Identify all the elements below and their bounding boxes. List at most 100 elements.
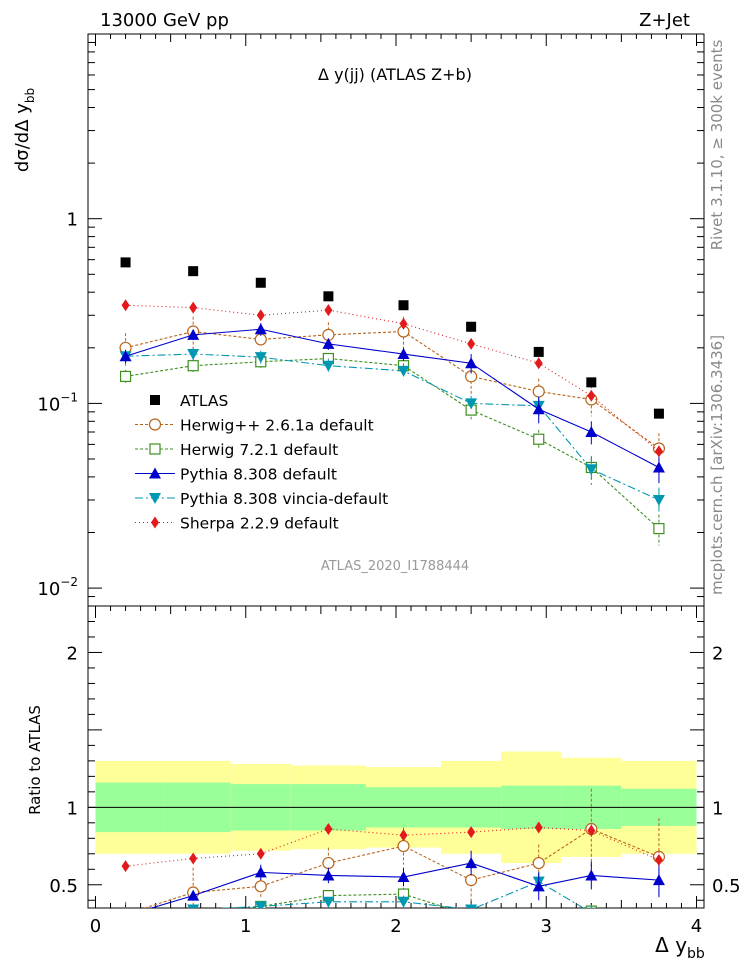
data-point	[586, 377, 597, 388]
x-tick-label: 4	[691, 916, 702, 937]
ratio-point	[397, 839, 410, 853]
data-point	[652, 494, 665, 506]
data-point	[532, 403, 545, 415]
tick-exponent: −2	[60, 575, 78, 589]
data-point	[254, 323, 267, 335]
legend: ATLAS Herwig++ 2.6.1a default Herwig 7.2.1…	[135, 392, 388, 533]
legend-marker	[151, 516, 159, 529]
data-point	[255, 277, 266, 288]
ratio-point	[322, 856, 335, 870]
tick-exponent: −1	[60, 390, 78, 404]
series-sherpa-2-2-9-default	[121, 299, 663, 458]
ratio-point	[532, 856, 545, 870]
ratio-point	[585, 907, 598, 908]
ratio-point	[652, 874, 665, 886]
ratio-point	[254, 866, 267, 878]
legend-label: Pythia 8.308 default	[180, 466, 337, 484]
ratio-y-axis-label: Ratio to ATLAS	[26, 705, 44, 815]
ratio-point	[654, 853, 663, 866]
energy-label: 13000 GeV pp	[100, 10, 229, 31]
ratio-point	[187, 904, 200, 908]
data-point	[121, 299, 130, 312]
legend-marker	[149, 467, 161, 479]
mcplots-label: mcplots.cern.ch [arXiv:1306.3436]	[708, 335, 726, 595]
data-point	[254, 352, 267, 364]
ratio-point	[465, 857, 478, 869]
x-axis-label: Δ ybb	[655, 933, 705, 962]
data-point	[585, 464, 598, 476]
plot-title: Δ y(jj) (ATLAS Z+b)	[318, 65, 472, 84]
data-point	[653, 522, 665, 535]
data-point	[119, 370, 132, 383]
data-point	[653, 408, 664, 419]
legend-label: Pythia 8.308 vincia-default	[180, 490, 388, 508]
data-point	[654, 445, 663, 458]
header: 13000 GeV pp Z+Jet	[100, 10, 690, 31]
series-line	[125, 357, 660, 529]
ratio-y-tick-label-left: 0.5	[49, 876, 78, 897]
data-point	[322, 360, 335, 372]
ratio-point	[399, 829, 408, 842]
data-point	[585, 426, 598, 438]
data-point	[533, 346, 544, 357]
ratio-point	[324, 823, 333, 836]
main-series-layer	[119, 257, 666, 546]
ratio-series-layer	[120, 788, 666, 930]
ratio-point	[322, 896, 335, 908]
ratio-y-tick-label-left: 1	[67, 798, 78, 819]
ratio-point	[120, 911, 132, 922]
data-point	[189, 301, 198, 314]
legend-label: Herwig 7.2.1 default	[180, 441, 338, 459]
data-point	[324, 304, 333, 317]
data-point	[397, 348, 410, 360]
data-point	[399, 317, 408, 330]
x-tick-label: 3	[541, 916, 552, 937]
data-point	[467, 337, 476, 350]
ratio-point	[585, 869, 598, 881]
ratio-series-pythia-8-308-default	[149, 850, 665, 908]
data-point	[187, 349, 200, 361]
ratio-point	[121, 860, 130, 873]
data-point	[466, 321, 477, 332]
legend-label: Herwig++ 2.6.1a default	[180, 417, 374, 435]
data-point	[465, 398, 478, 410]
ratio-point	[256, 847, 265, 860]
main-y-axis-label: dσ/dΔ ybb	[12, 88, 37, 172]
legend-label: Sherpa 2.2.9 default	[180, 515, 339, 533]
main-y-tick-label: 10−2	[37, 575, 78, 600]
ratio-point	[121, 920, 131, 930]
data-point	[120, 257, 131, 268]
data-point	[652, 461, 665, 473]
main-y-tick-label: 1	[67, 210, 78, 231]
ratio-point	[322, 869, 335, 881]
legend-marker	[148, 418, 162, 431]
ratio-y-tick-label-right: 2	[712, 643, 723, 664]
data-point	[533, 433, 545, 445]
data-point	[119, 350, 132, 362]
legend-marker	[149, 443, 161, 455]
ratio-axis-ticks: 0.5 0.5 1 1 2 2	[49, 620, 741, 901]
data-point	[256, 309, 265, 322]
data-point	[465, 357, 478, 369]
ratio-point	[120, 909, 131, 920]
ratio-point	[654, 920, 664, 930]
data-point	[587, 389, 596, 402]
axis-label-subscript: bb	[23, 88, 37, 103]
ratio-point	[397, 896, 410, 908]
legend-label: ATLAS	[180, 392, 228, 410]
ratio-point	[653, 918, 665, 929]
ratio-point	[188, 912, 198, 922]
ratio-point	[465, 904, 478, 908]
axis-label-subscript: bb	[687, 946, 705, 962]
main-y-tick-label: 10−1	[37, 390, 78, 415]
ratio-uncertainty-bands	[88, 751, 704, 864]
ratio-point	[187, 889, 200, 901]
data-point	[187, 360, 199, 372]
ratio-point	[465, 874, 478, 887]
ratio-y-tick-label-left: 2	[67, 643, 78, 664]
analysis-id: ATLAS_2020_I1788444	[321, 559, 469, 574]
ratio-panel-frame	[87, 605, 705, 909]
ratio-point	[189, 852, 198, 865]
rivet-version-label: Rivet 3.1.10, ≥ 300k events	[708, 40, 726, 251]
